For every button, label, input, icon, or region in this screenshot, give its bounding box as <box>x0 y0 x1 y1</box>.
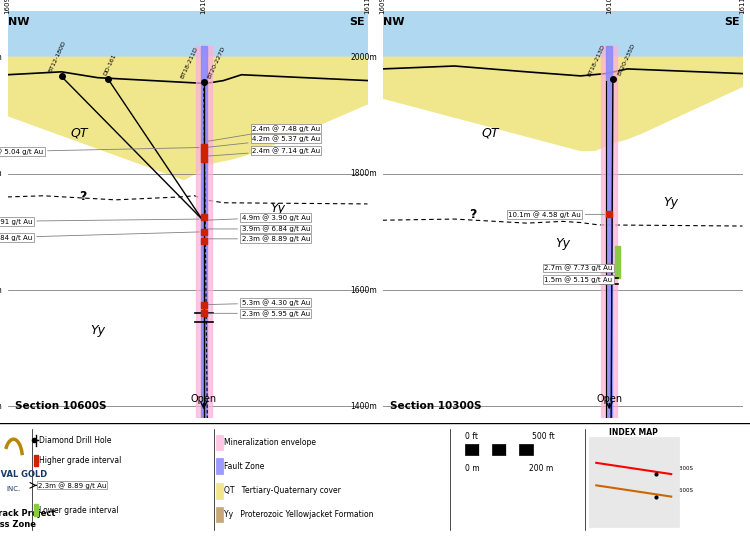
Text: Open: Open <box>190 393 217 404</box>
Text: 16090000E: 16090000E <box>4 0 10 13</box>
Text: 1600m: 1600m <box>0 286 2 295</box>
Text: 4.9m @ 3.90 g/t Au: 4.9m @ 3.90 g/t Au <box>209 214 310 221</box>
Text: 1.5m @ 5.15 g/t Au: 1.5m @ 5.15 g/t Au <box>544 276 613 283</box>
Text: 2.4m @ 7.14 g/t Au: 2.4m @ 7.14 g/t Au <box>209 147 320 156</box>
Text: 1800m: 1800m <box>350 169 377 178</box>
Text: 2.3m @ 8.89 g/t Au: 2.3m @ 8.89 g/t Au <box>209 235 310 242</box>
Text: 0 ft: 0 ft <box>465 433 478 442</box>
Text: BT20-235D: BT20-235D <box>616 43 636 77</box>
Bar <box>589 437 679 527</box>
Bar <box>602 46 617 418</box>
Text: NW: NW <box>8 17 29 27</box>
Text: ?: ? <box>80 190 87 204</box>
Text: 1.5m @ 5.04 g/t Au: 1.5m @ 5.04 g/t Au <box>0 147 200 155</box>
Text: INC.: INC. <box>6 486 21 492</box>
Text: Lower grade interval: Lower grade interval <box>39 505 119 515</box>
Text: Yy   Proterozoic Yellowjacket Formation: Yy Proterozoic Yellowjacket Formation <box>224 510 374 519</box>
Text: 10.1m @ 4.58 g/t Au: 10.1m @ 4.58 g/t Au <box>509 211 604 218</box>
Text: SE: SE <box>724 17 740 27</box>
Bar <box>607 46 612 418</box>
Text: INDEX MAP: INDEX MAP <box>609 428 658 437</box>
Text: 16100000E: 16100000E <box>201 0 207 13</box>
Text: 1600m: 1600m <box>350 286 377 295</box>
Text: BT20-227D: BT20-227D <box>206 46 226 79</box>
Text: QT: QT <box>70 126 88 139</box>
Text: NW: NW <box>382 17 404 27</box>
Text: 5.3m @ 4.30 g/t Au: 5.3m @ 4.30 g/t Au <box>209 300 310 306</box>
Text: 10300S: 10300S <box>673 466 694 471</box>
Text: QT   Tertiary-Quaternary cover: QT Tertiary-Quaternary cover <box>224 487 341 495</box>
Text: 16100000E: 16100000E <box>606 0 612 13</box>
Text: 6.1m @ 3.91 g/t Au: 6.1m @ 3.91 g/t Au <box>0 218 199 225</box>
Bar <box>492 444 506 455</box>
Text: Yy: Yy <box>555 237 570 250</box>
Bar <box>616 247 620 278</box>
Text: QT: QT <box>482 126 500 139</box>
Text: BT18-211D: BT18-211D <box>180 46 200 79</box>
Text: 16110000E: 16110000E <box>740 0 746 13</box>
Bar <box>506 444 519 455</box>
Bar <box>34 455 38 466</box>
Text: 2.4m @ 7.48 g/t Au: 2.4m @ 7.48 g/t Au <box>209 125 320 141</box>
Text: ?: ? <box>469 208 476 221</box>
Text: 2000m: 2000m <box>350 53 377 62</box>
Text: 2.7m @ 7.73 g/t Au: 2.7m @ 7.73 g/t Au <box>544 265 613 271</box>
Text: SE: SE <box>349 17 364 27</box>
Text: DD-161: DD-161 <box>103 53 117 77</box>
Text: Section 10300S: Section 10300S <box>390 400 482 411</box>
Bar <box>216 483 223 499</box>
Bar <box>34 504 38 516</box>
Text: 1400m: 1400m <box>350 402 377 411</box>
Polygon shape <box>382 57 742 151</box>
Text: 2.3m @ 5.95 g/t Au: 2.3m @ 5.95 g/t Au <box>209 310 310 317</box>
Polygon shape <box>8 57 368 180</box>
Text: Beartrack Project
Joss Zone: Beartrack Project Joss Zone <box>0 509 56 529</box>
Bar <box>216 507 223 523</box>
Text: REVIVAL GOLD: REVIVAL GOLD <box>0 470 48 479</box>
Text: 0 m: 0 m <box>465 464 480 473</box>
Text: BT12-180D: BT12-180D <box>47 40 67 73</box>
Bar <box>519 444 532 455</box>
Text: Yy: Yy <box>270 202 285 215</box>
Text: 3.9m @ 6.84 g/t Au: 3.9m @ 6.84 g/t Au <box>209 226 310 232</box>
Bar <box>216 435 223 450</box>
Bar <box>382 11 742 57</box>
Text: Fault Zone: Fault Zone <box>224 461 265 471</box>
Text: 4.2m @ 5.37 g/t Au: 4.2m @ 5.37 g/t Au <box>209 136 320 147</box>
Bar <box>196 46 211 418</box>
Text: BT18-213D: BT18-213D <box>586 44 606 78</box>
Bar <box>8 11 368 57</box>
Text: 10600S: 10600S <box>673 488 694 494</box>
Text: Section 10600S: Section 10600S <box>15 400 106 411</box>
Bar <box>465 444 478 455</box>
Text: Open: Open <box>596 393 622 404</box>
Text: Yy: Yy <box>663 196 678 209</box>
Text: Higher grade interval: Higher grade interval <box>39 456 122 465</box>
Text: 1400m: 1400m <box>0 402 2 411</box>
Text: 1800m: 1800m <box>0 169 2 178</box>
Bar <box>201 46 206 418</box>
Text: BT20-235D: BT20-235D <box>592 511 620 516</box>
Text: 200 m: 200 m <box>529 464 553 473</box>
Text: BT20-227D: BT20-227D <box>592 520 620 525</box>
Bar <box>478 444 492 455</box>
Text: 16090000E: 16090000E <box>380 0 386 13</box>
Text: 2.8m @ 3.84 g/t Au: 2.8m @ 3.84 g/t Au <box>0 232 200 241</box>
Bar <box>216 458 223 474</box>
Text: 2.3m @ 8.89 g/t Au: 2.3m @ 8.89 g/t Au <box>38 482 106 489</box>
Text: Yy: Yy <box>90 324 105 337</box>
Text: 500 ft: 500 ft <box>532 433 555 442</box>
Text: Mineralization envelope: Mineralization envelope <box>224 438 316 447</box>
Text: Diamond Drill Hole: Diamond Drill Hole <box>39 436 112 445</box>
Text: 16110000E: 16110000E <box>364 0 370 13</box>
Text: 2000m: 2000m <box>0 53 2 62</box>
